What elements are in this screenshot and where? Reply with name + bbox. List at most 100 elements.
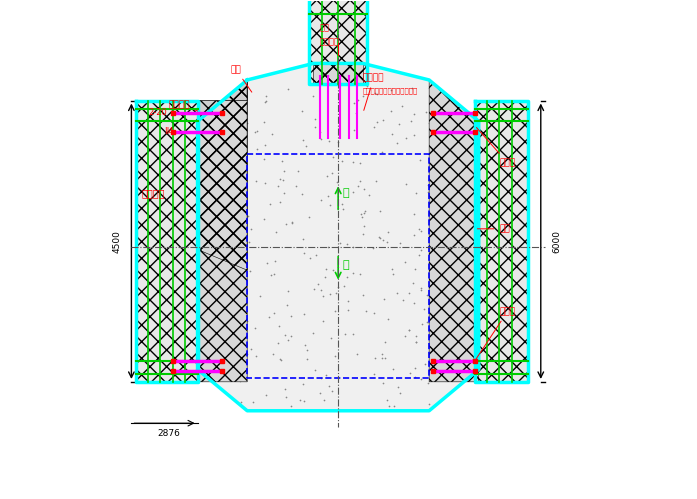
Point [454, 319, 466, 327]
Point [392, 289, 403, 297]
Point [232, 285, 243, 293]
Point [347, 243, 358, 250]
Point [369, 123, 380, 131]
Point [411, 338, 422, 346]
Point [357, 291, 368, 299]
Point [408, 131, 420, 139]
Point [342, 241, 353, 249]
Point [238, 204, 250, 212]
Point [323, 137, 335, 145]
Point [395, 240, 406, 248]
Point [358, 230, 369, 238]
Point [250, 128, 261, 136]
Point [208, 378, 219, 386]
Point [225, 117, 236, 125]
Point [348, 330, 359, 338]
Point [415, 286, 427, 294]
Point [283, 336, 294, 344]
Text: 4500: 4500 [112, 230, 121, 252]
Point [208, 198, 220, 206]
Point [342, 297, 353, 305]
Point [282, 287, 293, 295]
Point [270, 228, 282, 236]
Point [225, 190, 236, 198]
Point [320, 371, 331, 379]
Point [269, 270, 280, 278]
Point [321, 265, 332, 273]
Point [383, 315, 394, 323]
Point [309, 123, 321, 131]
Point [318, 317, 329, 325]
Point [252, 145, 263, 153]
Point [214, 316, 225, 324]
Point [348, 99, 359, 107]
Point [423, 84, 434, 92]
Point [392, 384, 404, 392]
Point [440, 329, 451, 337]
Point [234, 208, 245, 216]
Point [210, 298, 221, 306]
Point [458, 233, 469, 241]
Point [245, 266, 256, 274]
Point [377, 354, 388, 362]
Point [379, 354, 390, 362]
Point [393, 120, 404, 128]
Point [316, 197, 327, 205]
Point [369, 89, 381, 97]
Point [374, 207, 385, 215]
Point [258, 118, 269, 126]
Point [252, 127, 263, 135]
Point [385, 107, 397, 115]
Point [322, 243, 333, 251]
Point [208, 170, 219, 178]
Point [460, 114, 471, 122]
Point [298, 136, 309, 144]
Point [352, 96, 363, 104]
Point [251, 178, 262, 186]
Point [418, 305, 429, 313]
Point [330, 289, 342, 297]
Text: 安装与拆除拱架及液压平台用: 安装与拆除拱架及液压平台用 [363, 87, 418, 94]
Point [296, 107, 307, 115]
Point [219, 119, 230, 127]
Point [397, 102, 408, 110]
Polygon shape [197, 80, 247, 382]
Point [224, 285, 236, 293]
Point [295, 396, 306, 404]
Point [457, 328, 468, 336]
Point [444, 94, 455, 102]
Point [233, 369, 244, 377]
Point [378, 295, 390, 303]
Point [446, 352, 457, 360]
Point [279, 385, 291, 393]
Point [260, 97, 271, 105]
Point [430, 306, 441, 314]
Point [224, 359, 235, 367]
Point [388, 270, 399, 278]
Point [408, 210, 420, 218]
Point [408, 110, 420, 118]
Point [405, 369, 416, 377]
Point [222, 231, 233, 239]
Point [268, 350, 279, 358]
Point [208, 222, 220, 230]
Point [298, 250, 309, 257]
Point [234, 114, 245, 122]
Point [447, 173, 459, 181]
Point [319, 273, 330, 281]
Text: 2-20: 2-20 [148, 108, 167, 117]
Point [435, 259, 446, 267]
Point [258, 215, 269, 223]
Point [330, 352, 341, 360]
Point [323, 192, 334, 200]
Point [360, 207, 371, 215]
Point [367, 244, 378, 252]
Point [206, 171, 217, 179]
Point [321, 172, 332, 180]
Point [411, 332, 422, 340]
Point [415, 375, 427, 383]
Point [261, 391, 272, 399]
Point [240, 320, 252, 328]
Point [376, 148, 388, 156]
Point [342, 306, 353, 314]
